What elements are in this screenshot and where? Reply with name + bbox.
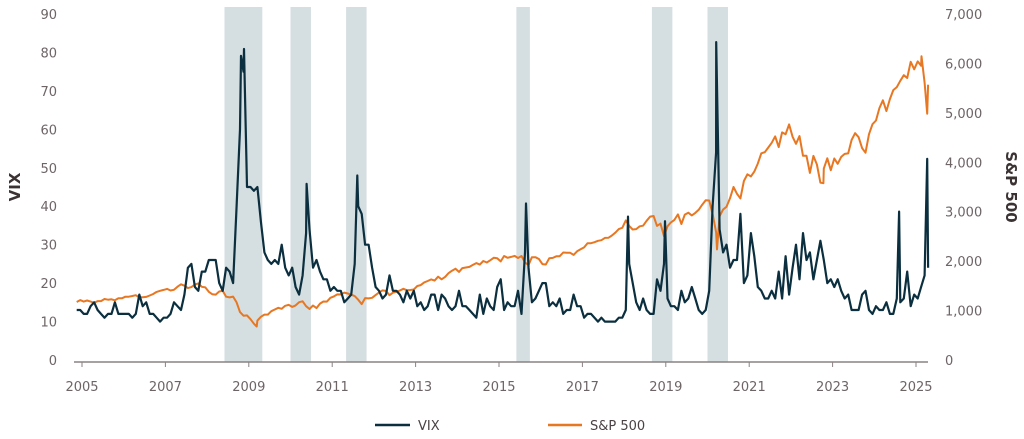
shaded-period (290, 7, 311, 362)
vix-line (76, 41, 930, 323)
left-tick-label: 80 (40, 46, 57, 61)
x-tick-label: 2005 (65, 380, 98, 395)
left-tick-label: 10 (40, 316, 57, 331)
left-tick-label: 40 (40, 200, 57, 215)
right-tick-label: 5,000 (945, 107, 982, 122)
x-tick-label: 2019 (649, 380, 682, 395)
right-tick-label: 6,000 (945, 57, 982, 72)
right-axis-title: S&P 500 (1002, 151, 1020, 222)
series-lines (76, 41, 930, 328)
right-tick-label: 0 (945, 354, 953, 369)
x-tick-label: 2017 (566, 380, 599, 395)
sp500-line (76, 55, 930, 328)
x-tick-label: 2011 (316, 380, 349, 395)
left-tick-label: 60 (40, 123, 57, 138)
left-tick-label: 50 (40, 162, 57, 177)
x-tick-label: 2015 (482, 380, 515, 395)
legend-sp500-label: S&P 500 (590, 419, 645, 434)
x-axis-ticks: 2005 2007 2009 2011 2013 2015 2017 2019 2021 2023… (65, 362, 933, 395)
shaded-period (516, 7, 530, 362)
left-tick-label: 20 (40, 277, 57, 292)
right-tick-label: 2,000 (945, 255, 982, 270)
right-tick-label: 4,000 (945, 156, 982, 171)
left-axis-ticks: 0 10 20 30 40 50 60 70 80 90 (40, 8, 57, 369)
x-tick-label: 2021 (733, 380, 766, 395)
legend-vix-label: VIX (418, 419, 440, 434)
x-tick-label: 2007 (149, 380, 182, 395)
right-tick-label: 7,000 (945, 8, 982, 23)
right-axis-ticks: 0 1,000 2,000 3,000 4,000 5,000 6,000 7,000 (945, 8, 982, 369)
x-tick-label: 2023 (816, 380, 849, 395)
left-tick-label: 30 (40, 239, 57, 254)
left-tick-label: 90 (40, 8, 57, 23)
left-tick-label: 0 (49, 354, 57, 369)
right-tick-label: 1,000 (945, 305, 982, 320)
x-tick-label: 2009 (232, 380, 265, 395)
left-tick-label: 70 (40, 85, 57, 100)
left-axis-title: VIX (6, 172, 24, 201)
legend: VIX S&P 500 (375, 419, 645, 434)
x-tick-label: 2025 (899, 380, 932, 395)
right-tick-label: 3,000 (945, 206, 982, 221)
x-tick-label: 2013 (399, 380, 432, 395)
shaded-periods (224, 7, 728, 362)
